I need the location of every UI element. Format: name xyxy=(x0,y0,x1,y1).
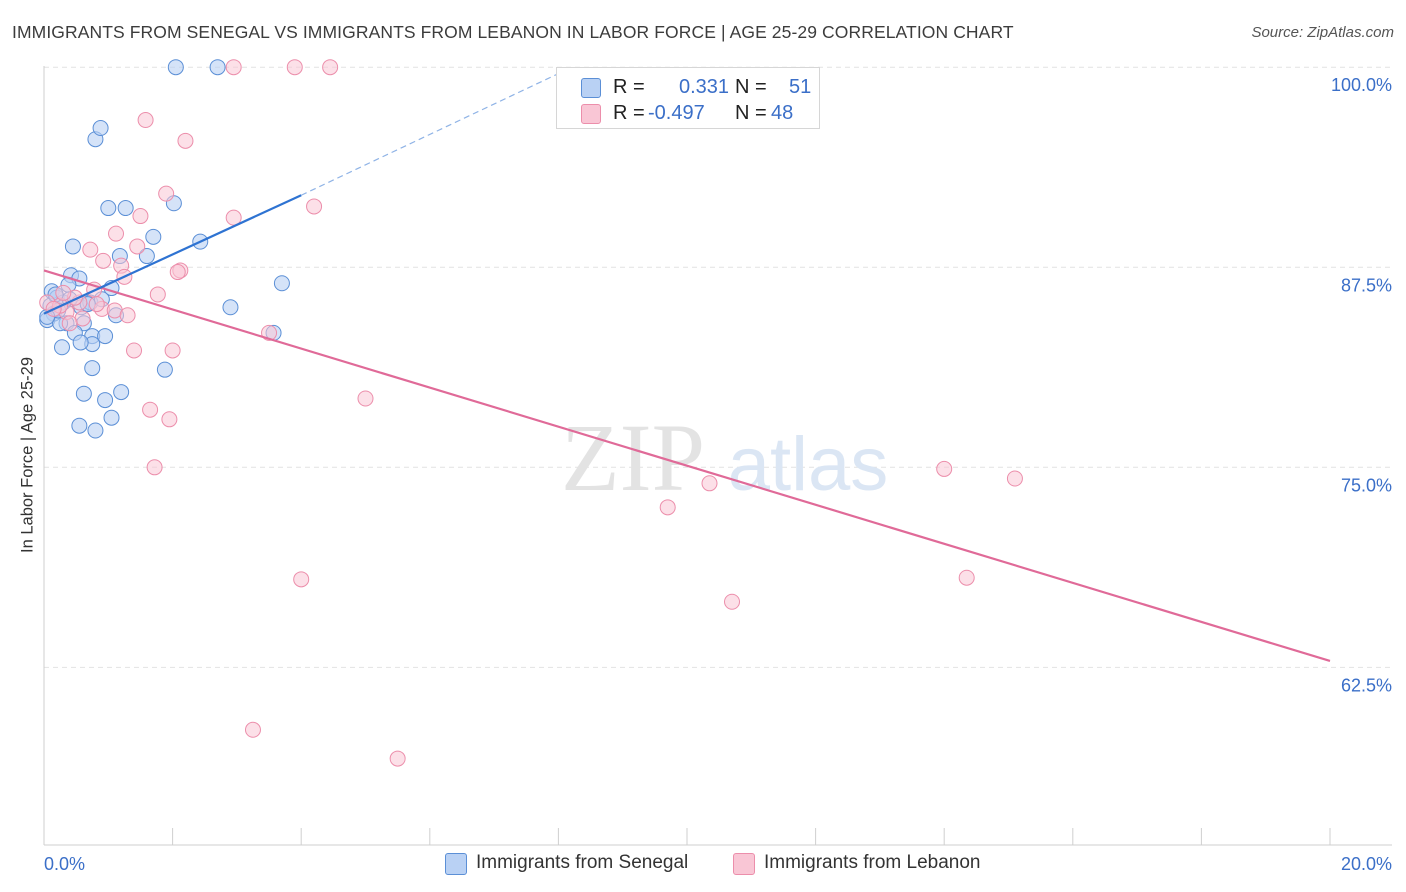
lebanon-swatch xyxy=(581,104,601,124)
lebanon-point xyxy=(958,569,975,586)
lebanon-legend-swatch xyxy=(733,853,755,875)
gridlines xyxy=(44,66,1392,668)
y-tick-label: 100.0% xyxy=(1331,75,1392,95)
lebanon-point xyxy=(61,315,78,332)
lebanon-points xyxy=(39,59,1023,767)
senegal-point xyxy=(156,361,173,378)
stats-legend: R = 0.331 N = 51 R = -0.497 N = 48 xyxy=(556,67,820,129)
senegal-point xyxy=(87,422,104,439)
lebanon-point xyxy=(357,390,374,407)
lebanon-legend-label: Immigrants from Lebanon xyxy=(764,852,981,873)
lebanon-point xyxy=(126,342,143,359)
y-tick-label: 87.5% xyxy=(1341,275,1392,295)
lebanon-point xyxy=(724,593,741,610)
lebanon-point xyxy=(169,264,186,281)
senegal-point xyxy=(103,409,120,426)
senegal-point xyxy=(72,334,89,351)
lebanon-point xyxy=(55,284,72,301)
lebanon-point xyxy=(293,571,310,588)
senegal-point xyxy=(84,360,101,377)
senegal-point xyxy=(100,200,117,217)
chart-title: IMMIGRANTS FROM SENEGAL VS IMMIGRANTS FR… xyxy=(12,22,1014,42)
senegal-point xyxy=(64,238,81,255)
lebanon-r-label: R = xyxy=(613,102,645,124)
tick-labels: 62.5% 75.0% 87.5% 100.0% 0.0% 20.0% xyxy=(44,75,1392,874)
senegal-legend-swatch xyxy=(445,853,467,875)
lebanon-point xyxy=(82,241,99,258)
lebanon-point xyxy=(149,286,166,303)
lebanon-point xyxy=(158,185,175,202)
senegal-r-value: 0.331 xyxy=(679,76,730,98)
senegal-point xyxy=(54,339,71,356)
y-tick-label: 75.0% xyxy=(1341,475,1392,495)
senegal-point xyxy=(209,59,226,76)
senegal-point xyxy=(75,385,92,402)
senegal-n-value: 51 xyxy=(789,76,812,98)
senegal-point xyxy=(167,59,184,76)
lebanon-point xyxy=(936,460,953,477)
lebanon-point xyxy=(177,132,194,149)
lebanon-trend-line xyxy=(43,269,1331,663)
lebanon-point xyxy=(137,112,154,129)
x-tick-label: 20.0% xyxy=(1341,854,1392,874)
lebanon-point xyxy=(244,721,261,738)
lebanon-point xyxy=(95,252,112,269)
senegal-point xyxy=(97,392,114,409)
lebanon-point xyxy=(1006,470,1023,487)
watermark-zip: ZIP xyxy=(561,404,705,511)
senegal-n-label: N = xyxy=(735,76,767,98)
lebanon-point xyxy=(129,238,146,255)
lebanon-point xyxy=(88,296,105,313)
lebanon-point xyxy=(701,475,718,492)
source-credit: Source: ZipAtlas.com xyxy=(1251,24,1394,41)
x-tick-label: 0.0% xyxy=(44,854,85,874)
lebanon-point xyxy=(306,198,323,215)
lebanon-point xyxy=(132,208,149,225)
senegal-point xyxy=(117,200,134,217)
lebanon-point xyxy=(225,59,242,76)
lebanon-n-value: 48 xyxy=(771,102,794,124)
lebanon-point xyxy=(119,307,136,324)
senegal-point xyxy=(113,384,130,401)
watermark-atlas: atlas xyxy=(728,422,889,507)
lebanon-point xyxy=(659,499,676,516)
senegal-point xyxy=(138,248,155,265)
senegal-point xyxy=(145,228,162,245)
senegal-legend-label: Immigrants from Senegal xyxy=(476,852,689,873)
lebanon-r-value: -0.497 xyxy=(648,102,705,124)
senegal-point xyxy=(222,299,239,316)
senegal-point xyxy=(92,120,109,137)
senegal-r-label: R = xyxy=(613,76,645,98)
lebanon-point xyxy=(286,59,303,76)
axes xyxy=(43,66,1392,846)
senegal-trend-line xyxy=(43,194,302,315)
lebanon-n-label: N = xyxy=(735,102,767,124)
lebanon-point xyxy=(146,459,163,476)
lebanon-point xyxy=(161,411,178,428)
y-tick-label: 62.5% xyxy=(1341,675,1392,695)
senegal-trend-extension xyxy=(300,73,559,196)
trend-lines xyxy=(43,73,1331,663)
lebanon-point xyxy=(389,750,406,767)
lebanon-point xyxy=(322,59,339,76)
senegal-points xyxy=(39,59,290,439)
lebanon-point xyxy=(164,342,181,359)
watermark: ZIP atlas xyxy=(561,404,888,511)
lebanon-point xyxy=(142,401,159,418)
senegal-point xyxy=(97,328,114,345)
lebanon-point xyxy=(108,225,125,242)
senegal-swatch xyxy=(581,78,601,98)
senegal-point xyxy=(71,417,88,434)
senegal-point xyxy=(273,275,290,292)
